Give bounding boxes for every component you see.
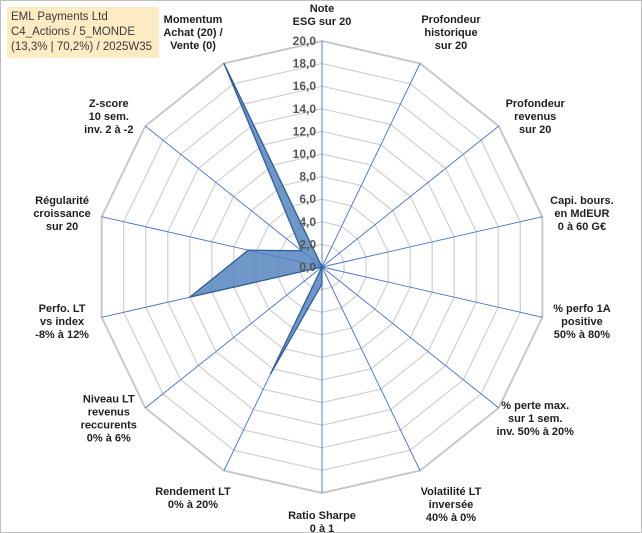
tick-label: 14,0: [293, 102, 317, 116]
tick-label: 4,0: [299, 215, 316, 229]
axis-label: Volatilité LT inversée 40% à 0%: [421, 486, 482, 524]
axis-label: Régularité croissance sur 20: [33, 195, 90, 233]
axis-label: Niveau LT revenus reccurents 0% à 6%: [81, 393, 137, 444]
axis-label: Capi. bours. en MdEUR 0 à 60 G€: [550, 195, 614, 233]
axis-spoke: [321, 266, 421, 471]
title-line-3: (13,3% | 70,2%) / 2025W35: [11, 41, 153, 53]
tick-label: 16,0: [293, 79, 317, 93]
axis-label: Perfo. LT vs index -8% à 12%: [35, 303, 89, 341]
tick-label: 0,0: [299, 260, 316, 274]
tick-label: 18,0: [293, 57, 317, 71]
tick-label: 8,0: [299, 170, 316, 184]
axis-spoke: [321, 63, 421, 268]
axis-spoke: [145, 266, 323, 409]
title-line-1: EML Payments Ltd: [11, 11, 108, 23]
axis-label: Rendement LT 0% à 20%: [155, 486, 231, 511]
chart-title-box: EML Payments Ltd C4_Actions / 5_MONDE (1…: [7, 7, 159, 58]
axis-label: Momentum Achat (20) / Vente (0): [163, 14, 222, 52]
axis-label: Profondeur revenus sur 20: [506, 98, 566, 136]
tick-label: 10,0: [293, 147, 317, 161]
axis-label: Note ESG sur 20: [293, 3, 352, 28]
axis-label: Ratio Sharpe 0 à 1: [288, 510, 356, 533]
axis-spoke: [145, 125, 323, 268]
axis-spoke: [321, 216, 543, 268]
axis-spoke: [321, 266, 543, 318]
tick-label: 2,0: [299, 237, 316, 251]
axis-label: Profondeur historique sur 20: [421, 14, 481, 52]
axis-spoke: [321, 266, 499, 409]
title-line-2: C4_Actions / 5_MONDE: [11, 26, 135, 38]
tick-label: 20,0: [293, 34, 317, 48]
data-series: [189, 62, 323, 375]
axis-spoke: [321, 125, 499, 268]
tick-label: 6,0: [299, 192, 316, 206]
tick-label: 12,0: [293, 124, 317, 138]
axis-label: % perfo 1A positive 50% à 80%: [553, 303, 611, 341]
axis-label: Z-score 10 sem. inv. 2 à -2: [84, 98, 133, 136]
axis-label: % perte max. sur 1 sem. inv. 50% à 20%: [496, 400, 574, 438]
